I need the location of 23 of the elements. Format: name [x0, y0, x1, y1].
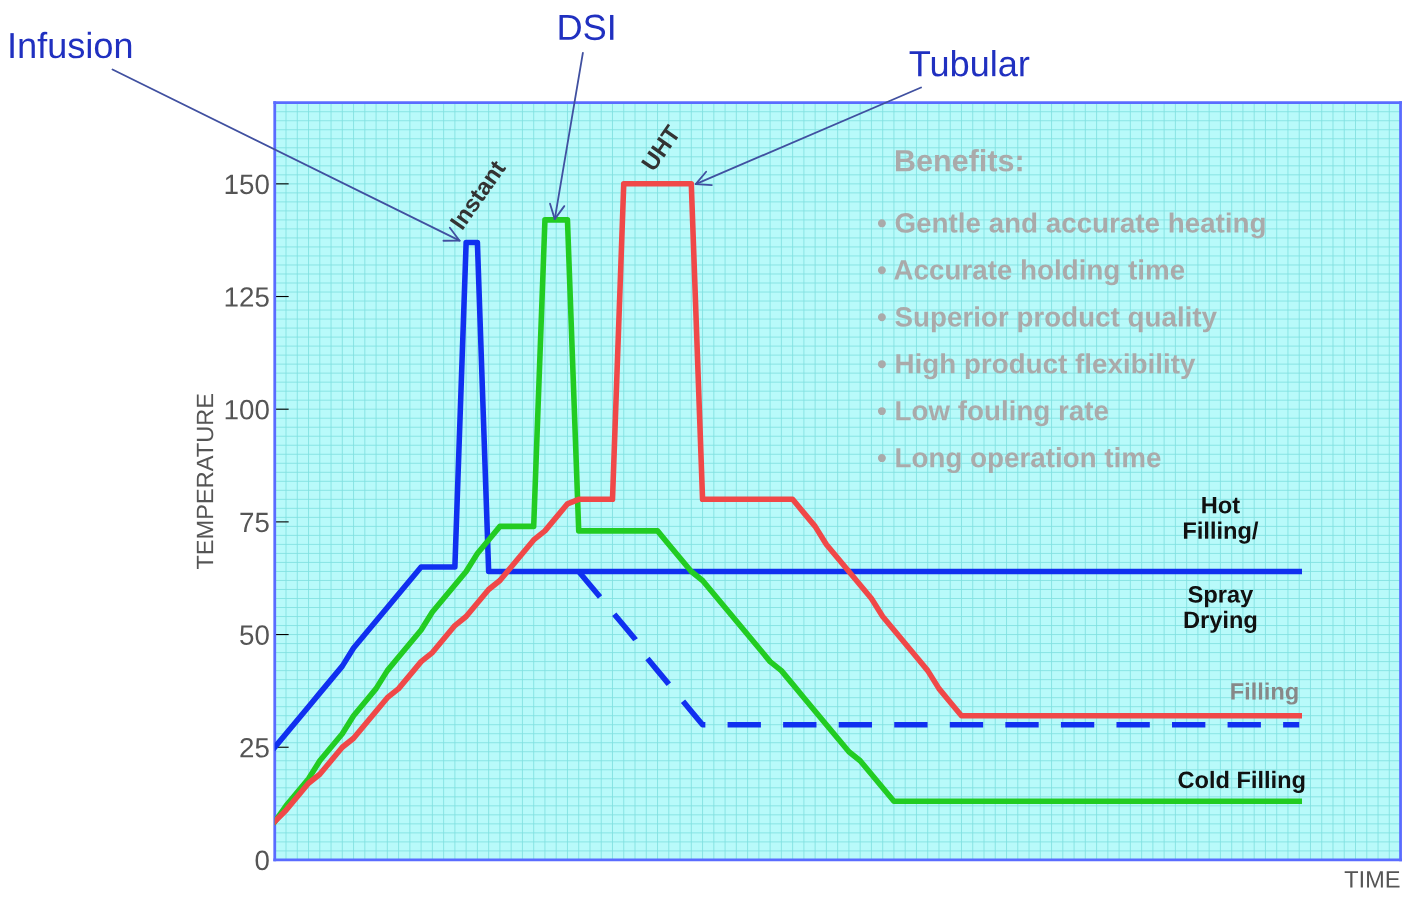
y-tick-label: 100 [225, 399, 269, 420]
y-tick-label: 150 [225, 174, 269, 195]
y-axis-title: TEMPERATURE [196, 394, 214, 570]
annotation: • High product flexibility [877, 353, 1196, 380]
annotation: • Superior product quality [877, 306, 1217, 333]
x-axis-title: TIME [1344, 871, 1400, 888]
y-tick-label: 50 [240, 625, 269, 645]
annotation: • Accurate holding time [877, 259, 1185, 286]
y-tick-label: 0 [255, 850, 269, 871]
y-tick-label: 75 [240, 512, 269, 533]
y-tick-label: 25 [240, 737, 269, 758]
annotation: • Gentle and accurate heating [877, 212, 1265, 239]
y-tick-label: 125 [225, 287, 269, 307]
text: Infusion [10, 31, 132, 59]
annotation: Cold Filling [1178, 770, 1305, 793]
annotation: • Low fouling rate [877, 400, 1109, 427]
annotation: Spray Drying [1184, 585, 1257, 633]
text: Tubular [909, 50, 1030, 77]
text: DSI [559, 14, 614, 41]
annotation: Benefits: [895, 149, 1022, 172]
annotation: • Long operation time [877, 447, 1161, 474]
annotation: Hot Filling/ [1183, 497, 1259, 544]
annotation: Filling [1231, 682, 1298, 705]
